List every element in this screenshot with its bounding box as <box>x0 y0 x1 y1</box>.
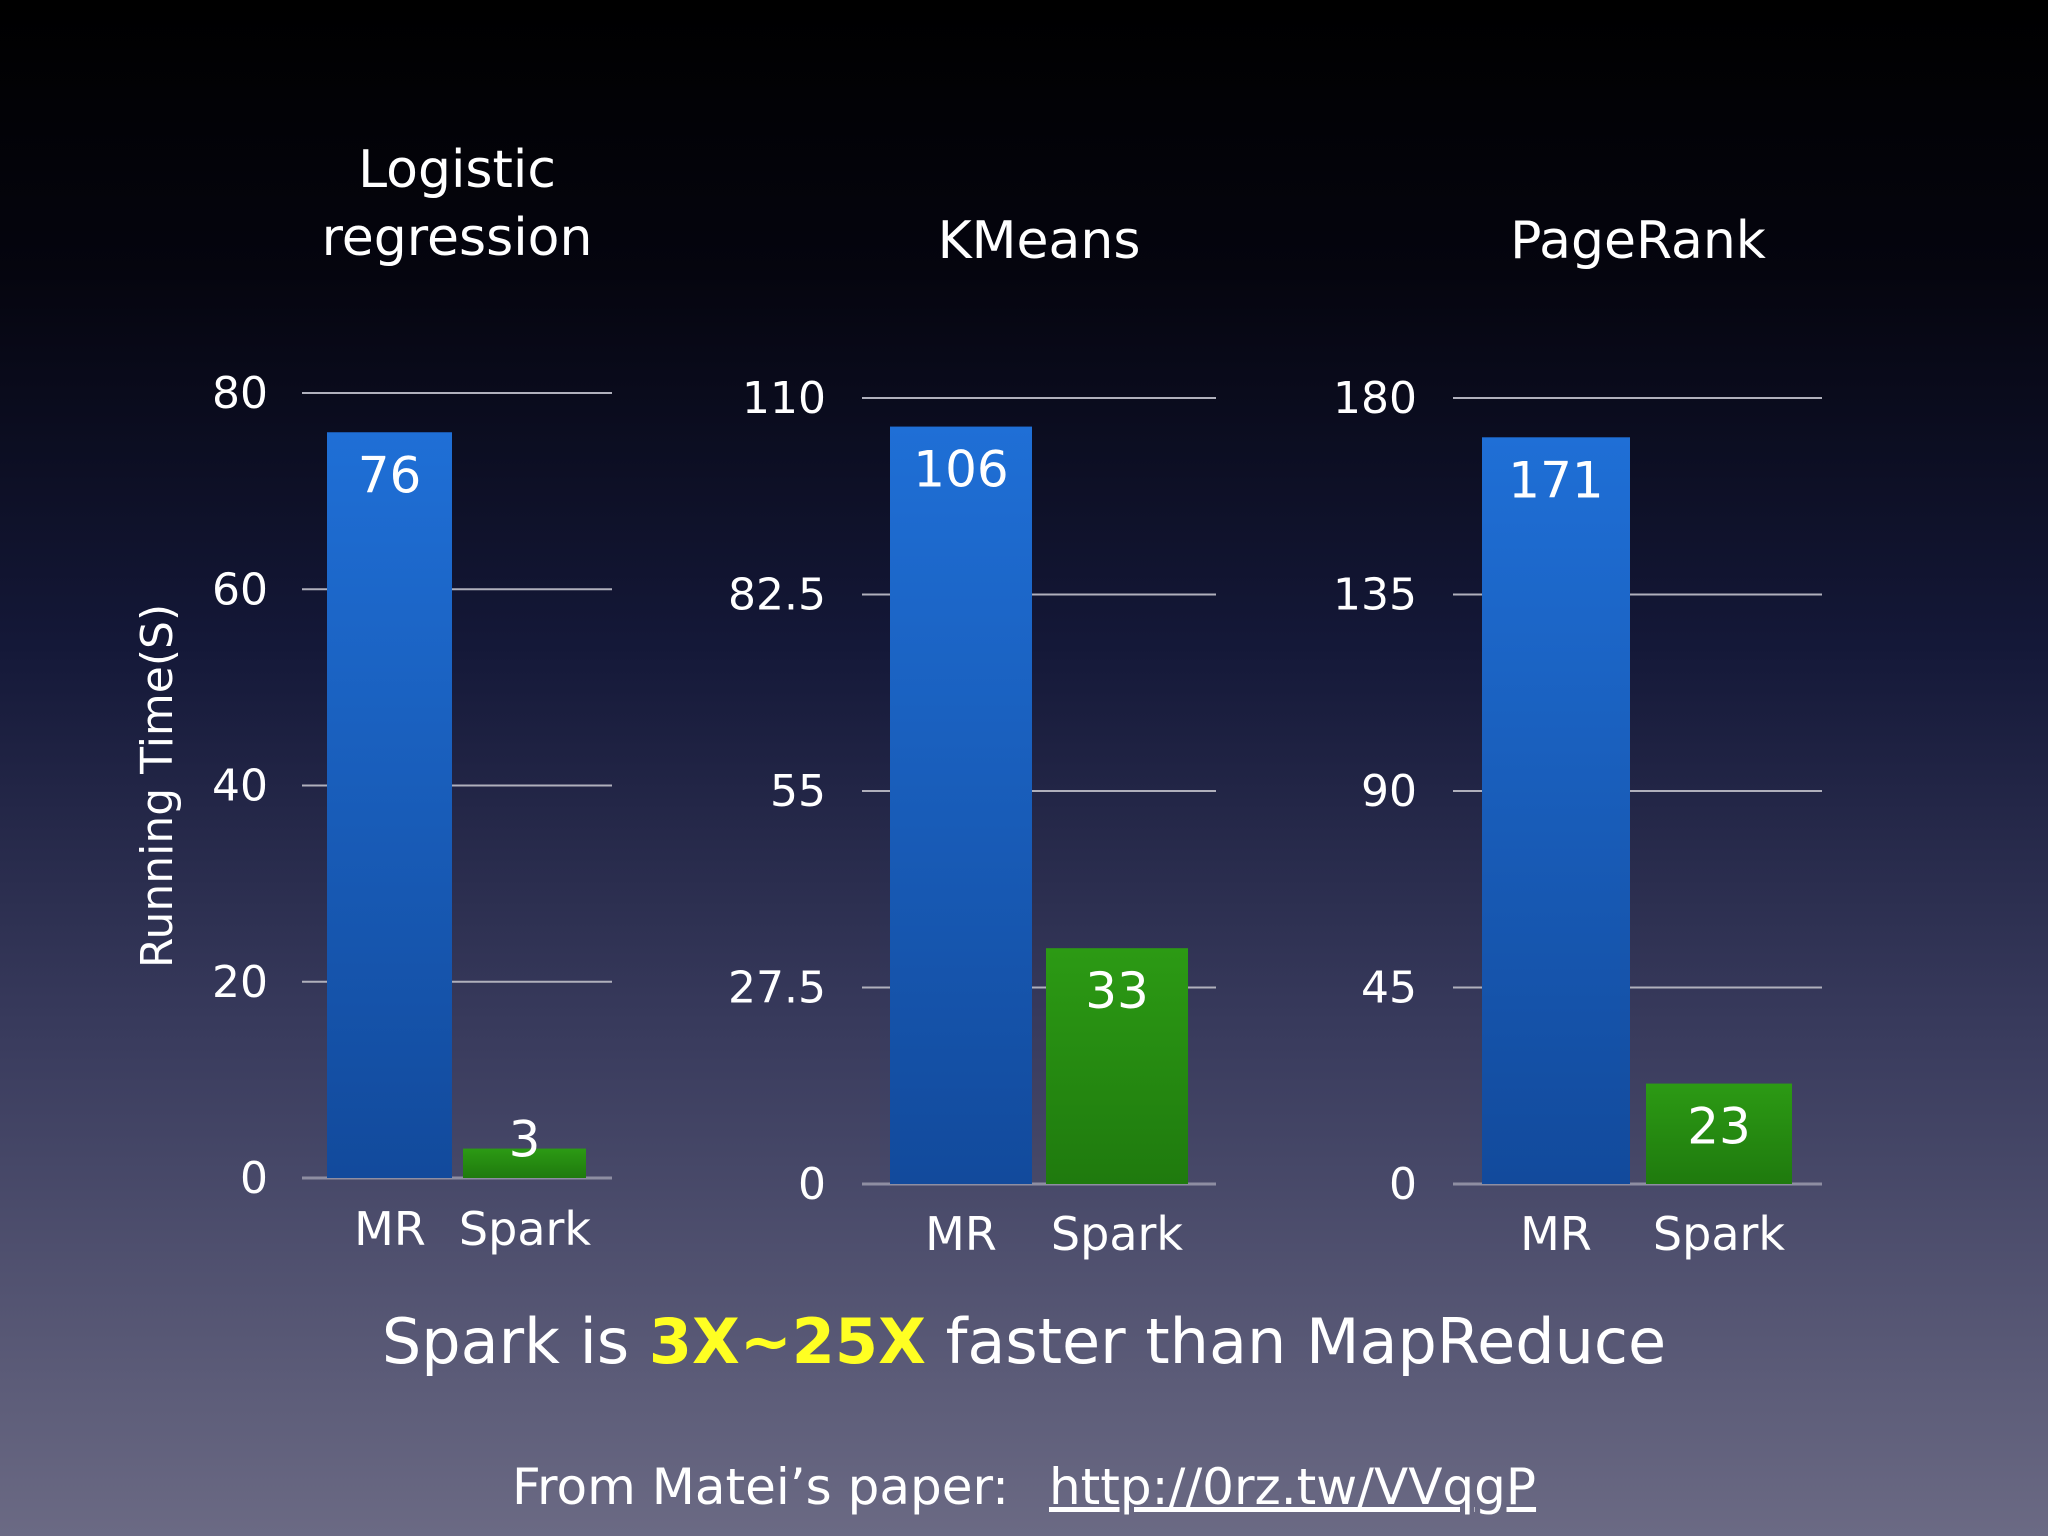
category-label: Spark <box>1653 1207 1785 1261</box>
category-label: MR <box>354 1202 426 1256</box>
tick-label: 0 <box>798 1159 826 1210</box>
tick-label: 20 <box>212 957 268 1008</box>
tick-label: 110 <box>742 373 826 424</box>
footer-source: From Matei’s paper: <box>511 1458 1009 1516</box>
bar-spark <box>1646 1083 1792 1184</box>
bar-mr <box>327 432 452 1178</box>
headline: Spark is 3X~25X faster than MapReduce <box>0 1305 2048 1378</box>
tick-label: 40 <box>212 761 268 812</box>
bar-spark <box>1046 948 1188 1184</box>
panel-title: PageRank <box>1510 211 1766 271</box>
y-axis-label: Running Time(S) <box>132 604 183 968</box>
chart-panel: PageRank 0 45 90 135 180 171 MR 23 Spark <box>1333 211 1822 1261</box>
category-label: MR <box>1520 1207 1592 1261</box>
tick-label: 82.5 <box>728 570 826 621</box>
tick-label: 0 <box>1389 1159 1417 1210</box>
data-label: 171 <box>1508 451 1603 509</box>
tick-label: 60 <box>212 564 268 615</box>
tick-label: 90 <box>1361 766 1417 817</box>
headline-suffix: faster than MapReduce <box>925 1305 1667 1378</box>
bar-mr <box>1482 437 1630 1184</box>
data-label: 106 <box>913 441 1008 499</box>
data-label: 76 <box>358 446 422 504</box>
tick-label: 55 <box>770 766 826 817</box>
headline-prefix: Spark is <box>381 1305 649 1378</box>
panel-title: regression <box>322 208 593 268</box>
data-label: 3 <box>509 1111 541 1169</box>
tick-label: 180 <box>1333 373 1417 424</box>
tick-label: 45 <box>1361 963 1417 1014</box>
bar-mr <box>890 426 1032 1185</box>
data-label: 33 <box>1085 962 1149 1020</box>
panel-title: Logistic <box>358 140 556 200</box>
panel-title: KMeans <box>938 211 1141 271</box>
category-label: Spark <box>1051 1207 1183 1261</box>
data-label: 23 <box>1687 1098 1751 1156</box>
chart-panel: Logistic regression 0 20 40 60 80 76 MR 3 Spark <box>212 140 612 1256</box>
tick-label: 80 <box>212 368 268 419</box>
category-label: MR <box>925 1207 997 1261</box>
category-label: Spark <box>459 1202 591 1256</box>
bar-spark <box>463 1148 586 1178</box>
tick-label: 27.5 <box>728 963 826 1014</box>
tick-label: 135 <box>1333 570 1417 621</box>
headline-highlight: 3X~25X <box>648 1305 926 1378</box>
tick-label: 0 <box>240 1153 268 1204</box>
chart-panel: KMeans 0 27.5 55 82.5 110 106 MR 33 Spark <box>728 211 1216 1261</box>
paper-link[interactable]: http://0rz.tw/VVqgP <box>1048 1458 1537 1516</box>
footer: From Matei’s paper: http://0rz.tw/VVqgP <box>0 1458 2048 1516</box>
